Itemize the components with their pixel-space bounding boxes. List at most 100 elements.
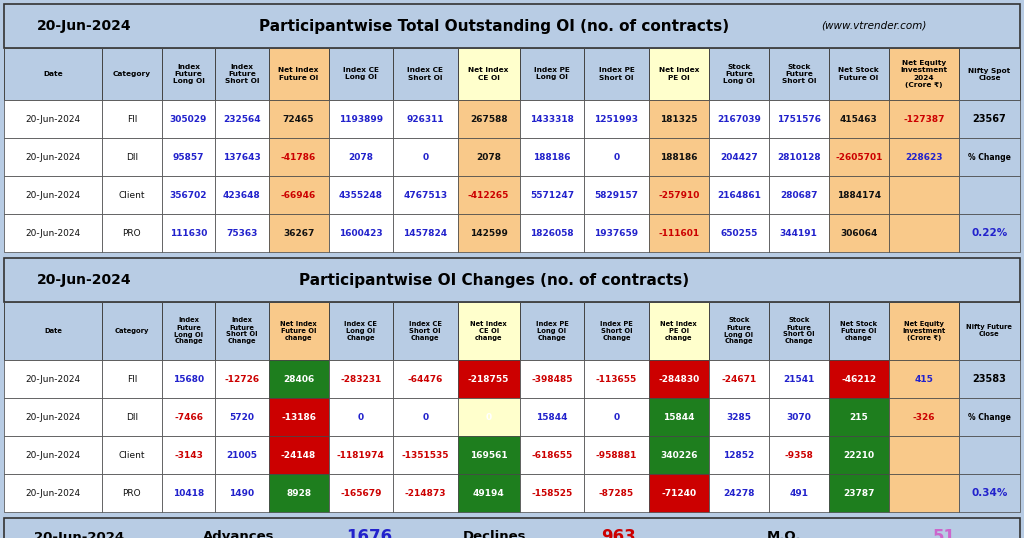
Text: -257910: -257910 [658,190,699,200]
Bar [889,360,958,398]
Text: 2167039: 2167039 [717,115,761,124]
Bar [329,436,393,474]
Text: 415: 415 [914,374,933,384]
Text: 423648: 423648 [223,190,261,200]
Bar [649,360,709,398]
Text: PRO: PRO [123,489,141,498]
Bar [268,436,329,474]
Bar [458,48,520,100]
Text: 1676: 1676 [346,528,392,538]
Bar [458,398,520,436]
Text: Net Index
PE OI
change: Net Index PE OI change [660,321,697,341]
Bar [393,474,458,512]
Bar [329,100,393,138]
Text: Nifty Future
Close: Nifty Future Close [967,324,1013,337]
Text: 51: 51 [933,528,955,538]
Bar [585,214,649,252]
Text: Advances: Advances [203,530,274,538]
Bar [769,214,828,252]
Text: Declines: Declines [462,530,525,538]
Text: 137643: 137643 [223,152,261,161]
Text: Date: Date [43,71,62,77]
Bar [268,214,329,252]
Text: 415463: 415463 [840,115,878,124]
Text: -13186: -13186 [281,413,316,421]
Text: 49194: 49194 [473,489,505,498]
Bar [4,436,101,474]
Text: Net Index
Future OI
change: Net Index Future OI change [281,321,317,341]
Bar [393,48,458,100]
Text: -412265: -412265 [468,190,509,200]
Bar [215,100,268,138]
Text: 926311: 926311 [407,115,444,124]
Bar [520,474,585,512]
Bar [828,48,889,100]
Text: Category: Category [115,328,150,334]
Text: 20-Jun-2024: 20-Jun-2024 [26,152,81,161]
Bar [4,360,101,398]
Text: -24148: -24148 [281,450,316,459]
Bar [393,302,458,360]
Text: 23787: 23787 [843,489,874,498]
Bar [889,48,958,100]
Text: 142599: 142599 [470,229,508,237]
Bar [458,100,520,138]
Bar [958,360,1020,398]
Bar [101,398,162,436]
Text: 5720: 5720 [229,413,254,421]
Text: 232564: 232564 [223,115,261,124]
Text: Index PE
Short OI: Index PE Short OI [599,67,635,81]
Text: Net Stock
Future OI: Net Stock Future OI [839,67,880,81]
Text: -64476: -64476 [408,374,443,384]
Bar [769,398,828,436]
Bar [649,436,709,474]
Text: 20-Jun-2024: 20-Jun-2024 [26,450,81,459]
Bar [709,48,769,100]
Text: -9358: -9358 [784,450,813,459]
Text: 188186: 188186 [660,152,697,161]
Text: 3070: 3070 [786,413,811,421]
Text: 24278: 24278 [723,489,755,498]
Bar [162,48,215,100]
Text: Index
Future
Long OI: Index Future Long OI [173,64,205,84]
Bar [329,138,393,176]
Bar [585,100,649,138]
Bar [520,360,585,398]
Text: Index CE
Short OI: Index CE Short OI [408,67,443,81]
Text: -71240: -71240 [662,489,696,498]
Text: DII: DII [126,152,138,161]
Text: 21541: 21541 [783,374,814,384]
Text: 0: 0 [613,413,620,421]
Bar [329,302,393,360]
Text: Date: Date [44,328,61,334]
Text: 15680: 15680 [173,374,204,384]
Text: 0: 0 [613,152,620,161]
Bar [162,474,215,512]
Bar [458,214,520,252]
Text: Net Index
CE OI
change: Net Index CE OI change [470,321,507,341]
Text: Index PE
Short OI
Change: Index PE Short OI Change [600,321,633,341]
Bar [958,214,1020,252]
Bar [268,474,329,512]
Text: Stock
Future
Long OI
Change: Stock Future Long OI Change [724,317,754,344]
Text: -127387: -127387 [903,115,944,124]
Text: 169561: 169561 [470,450,508,459]
Bar [958,48,1020,100]
Bar [458,138,520,176]
Text: 0: 0 [422,152,428,161]
Text: -113655: -113655 [596,374,637,384]
Bar [585,48,649,100]
Text: FII: FII [127,115,137,124]
Bar [649,100,709,138]
Bar [709,176,769,214]
Bar [520,176,585,214]
Bar [649,48,709,100]
Bar [958,474,1020,512]
Bar [520,100,585,138]
Text: 5829157: 5829157 [595,190,639,200]
Text: 20-Jun-2024: 20-Jun-2024 [26,413,81,421]
Bar [101,436,162,474]
Bar [393,398,458,436]
Text: -12726: -12726 [224,374,259,384]
Bar [769,360,828,398]
